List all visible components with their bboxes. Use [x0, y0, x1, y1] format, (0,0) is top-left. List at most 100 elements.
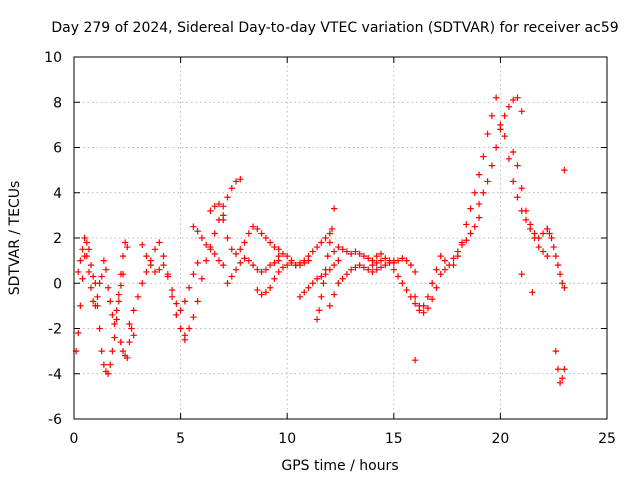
data-point	[115, 298, 122, 305]
data-point	[546, 230, 553, 237]
x-tick-label: 0	[70, 431, 79, 447]
data-point	[241, 239, 248, 246]
data-point	[484, 178, 491, 185]
data-point	[411, 293, 419, 301]
data-point	[501, 132, 508, 140]
data-point	[75, 268, 82, 276]
data-point	[416, 302, 423, 310]
data-point	[181, 336, 189, 344]
data-point	[241, 255, 248, 262]
data-point	[117, 338, 125, 346]
data-point	[275, 257, 282, 264]
x-tick-label: 5	[176, 431, 185, 447]
data-point	[215, 200, 223, 208]
data-point	[554, 366, 562, 373]
data-point	[211, 250, 218, 258]
data-point	[518, 185, 525, 192]
data-point	[394, 257, 402, 264]
data-point	[559, 375, 566, 382]
data-point	[309, 248, 316, 255]
data-point	[324, 252, 331, 260]
data-point	[369, 268, 376, 276]
data-point	[330, 248, 338, 255]
data-point	[220, 216, 227, 224]
data-point	[326, 239, 334, 246]
data-point	[437, 252, 444, 260]
data-point	[262, 266, 270, 273]
data-point	[173, 300, 180, 307]
data-point	[134, 293, 142, 301]
data-point	[102, 266, 110, 273]
data-point	[254, 286, 261, 294]
data-point	[552, 252, 560, 260]
data-point	[561, 366, 568, 373]
data-point	[104, 370, 112, 377]
data-point	[288, 257, 295, 264]
data-point	[258, 268, 265, 276]
data-point	[109, 311, 116, 319]
data-point	[424, 293, 432, 301]
data-point	[497, 126, 504, 133]
y-tick-label: -6	[48, 412, 62, 428]
y-tick-label: 6	[53, 141, 62, 157]
data-point	[258, 230, 265, 237]
chart-title: Day 279 of 2024, Sidereal Day-to-day VTE…	[51, 20, 618, 36]
data-point	[305, 252, 312, 260]
data-point	[249, 261, 257, 269]
series-arc-k	[224, 255, 282, 287]
data-point	[437, 271, 444, 278]
data-point	[215, 257, 223, 264]
data-point	[509, 148, 517, 156]
data-point	[492, 94, 500, 101]
data-point	[403, 257, 410, 264]
data-point	[514, 94, 521, 101]
data-point	[518, 108, 525, 115]
data-point	[77, 257, 84, 264]
data-point	[296, 259, 304, 267]
data-point	[467, 205, 474, 212]
data-point	[475, 214, 483, 221]
data-point	[130, 332, 137, 339]
data-point	[275, 246, 282, 253]
data-point	[394, 273, 402, 280]
data-point	[275, 268, 282, 276]
data-point	[544, 252, 551, 260]
series-isolated	[117, 166, 568, 364]
data-point	[313, 243, 321, 251]
data-point	[433, 284, 440, 291]
data-point	[220, 203, 227, 210]
data-point	[488, 112, 496, 120]
series-arc-z	[544, 225, 568, 291]
data-point	[279, 250, 287, 258]
data-point	[428, 280, 436, 287]
data-point	[352, 248, 359, 255]
data-point	[160, 252, 167, 260]
data-point	[492, 144, 500, 151]
data-point	[373, 259, 380, 267]
series-arc-c	[94, 271, 127, 377]
series-arc-r	[369, 255, 419, 276]
data-point	[198, 234, 206, 242]
data-point	[111, 320, 118, 328]
series-arc-h	[181, 175, 244, 344]
data-point	[143, 252, 150, 260]
data-point	[518, 271, 525, 278]
y-tick-label: 8	[53, 95, 62, 111]
data-point	[529, 289, 536, 296]
data-point	[266, 239, 274, 246]
data-point	[224, 234, 231, 242]
data-point	[330, 205, 338, 212]
x-tick-label: 20	[491, 431, 509, 447]
data-point	[194, 298, 201, 305]
data-point	[475, 171, 483, 178]
data-point	[94, 293, 101, 301]
data-point	[107, 298, 114, 305]
data-point	[399, 280, 406, 287]
series-arc-aa	[552, 347, 568, 386]
series-arc-v	[450, 94, 504, 269]
data-point	[322, 271, 329, 278]
data-point	[79, 275, 86, 282]
data-point	[301, 289, 308, 296]
data-point	[271, 275, 278, 282]
data-point	[539, 248, 547, 255]
